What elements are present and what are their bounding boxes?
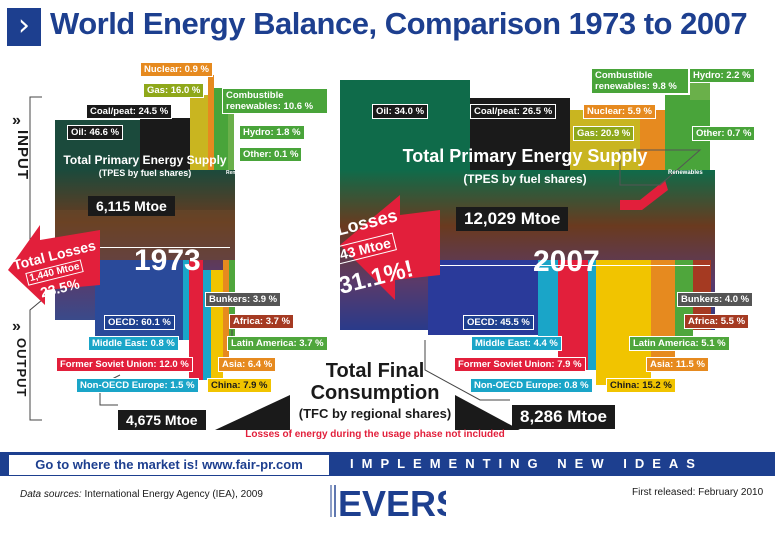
bunkers-label-1973: Bunkers: 3.9 %	[205, 292, 282, 307]
nuclear-label-1973: Nuclear: 0.9 %	[140, 62, 213, 77]
other-label-1973: Other: 0.1 %	[239, 147, 303, 162]
middle-east-label-2007: Middle East: 4.4 %	[471, 336, 562, 351]
combustible-label-2007: Combustible renewables: 9.8 %	[591, 68, 689, 94]
input-chevron-icon: »	[12, 112, 21, 129]
year-label-1973: 1973	[134, 244, 201, 277]
hydro-column-1973	[228, 108, 234, 190]
tfc-title-line2: Consumption	[310, 382, 440, 404]
tfc-total-2007: 8,286 Mtoe	[512, 405, 615, 429]
tfc-title-line1: Total Final	[325, 360, 425, 382]
africa-label-1973: Africa: 3.7 %	[229, 314, 295, 329]
nuclear-column-2007	[640, 110, 665, 180]
output-label: OUTPUT	[14, 338, 29, 398]
china-label-2007: China: 15.2 %	[606, 378, 676, 393]
energy-flow-diagram	[8, 70, 715, 430]
page-title: World Energy Balance, Comparison 1973 to…	[50, 6, 748, 41]
other-label-2007: Other: 0.7 %	[692, 126, 756, 141]
gas-column-2007	[570, 110, 640, 180]
title-arrow-icon: ›	[7, 8, 41, 46]
tpes-total-1973: 6,115 Mtoe	[88, 196, 175, 216]
losses-arrow-1973	[8, 225, 100, 305]
oil-column-2007	[340, 80, 470, 180]
hydro-label-2007: Hydro: 2.2 %	[689, 68, 755, 83]
tfc-wedge-left	[215, 395, 290, 430]
hydro-label-1973: Hydro: 1.8 %	[239, 125, 305, 140]
tpes-title-1973: Total Primary Energy Supply	[63, 153, 227, 167]
tfc-wedge-right	[455, 395, 520, 430]
footer-link[interactable]: Go to where the market is! www.fair-pr.c…	[8, 454, 330, 476]
africa-label-2007: Africa: 5.5 %	[684, 314, 750, 329]
china-label-1973: China: 7.9 %	[207, 378, 272, 393]
fsu-label-2007: Former Soviet Union: 7.9 %	[454, 357, 586, 372]
coal-label-1973: Coal/peat: 24.5 %	[86, 104, 173, 119]
latin-america-label-2007: Latin America: 5.1 %	[629, 336, 730, 351]
fsu-column-2007	[558, 260, 588, 370]
oil-label-1973: Oil: 46.6 %	[67, 125, 124, 140]
gas-label-2007: Gas: 20.9 %	[573, 126, 635, 141]
non-oecd-europe-column-2007	[588, 260, 596, 370]
first-released: First released: February 2010	[632, 487, 764, 498]
year-label-2007: 2007	[533, 245, 600, 278]
oecd-label-1973: OECD: 60.1 %	[104, 315, 175, 330]
china-column-2007	[596, 260, 651, 385]
renewables-arrow-2007	[620, 180, 668, 210]
nuclear-label-2007: Nuclear: 5.9 %	[583, 104, 656, 119]
evers-logo: EVERS	[330, 483, 446, 522]
renewables-mini-label-2007: Renewables	[668, 170, 703, 176]
footer-slogan: IMPLEMENTING NEW IDEAS	[350, 456, 703, 471]
middle-east-column-1973	[183, 260, 189, 340]
tfc-note: Losses of energy during the usage phase …	[245, 429, 505, 440]
output-bracket-1973	[29, 299, 43, 421]
tpes-title-2007: Total Primary Energy Supply	[402, 146, 648, 166]
bunkers-label-2007: Bunkers: 4.0 %	[677, 292, 754, 307]
asia-column-1973	[223, 260, 229, 360]
tpes-subtitle-1973: (TPES by fuel shares)	[98, 168, 192, 178]
gas-column-1973	[190, 95, 208, 190]
tpes-subtitle-2007: (TPES by fuel shares)	[463, 172, 587, 186]
fsu-label-1973: Former Soviet Union: 12.0 %	[56, 357, 193, 372]
asia-label-2007: Asia: 11.5 %	[646, 357, 709, 372]
gas-label-1973: Gas: 16.0 %	[143, 83, 205, 98]
tfc-subtitle: (TFC by regional shares)	[298, 406, 452, 421]
data-sources: Data sources: International Energy Agenc…	[20, 489, 263, 500]
data-sources-value: International Energy Agency (IEA), 2009	[84, 489, 263, 500]
middle-east-column-2007	[538, 260, 558, 350]
non-oecd-europe-label-1973: Non-OECD Europe: 1.5 %	[76, 378, 199, 393]
middle-east-label-1973: Middle East: 0.8 %	[88, 336, 179, 351]
coal-label-2007: Coal/peat: 26.5 %	[470, 104, 557, 119]
nuclear-column-1973	[208, 75, 214, 190]
fsu-column-1973	[189, 260, 203, 380]
tfc-total-1973: 4,675 Mtoe	[118, 410, 206, 430]
non-oecd-europe-column-1973	[203, 270, 211, 380]
combustible-label-1973: Combustible renewables: 10.6 %	[222, 88, 328, 114]
data-sources-label: Data sources:	[20, 489, 82, 500]
output-chevron-icon: »	[12, 318, 21, 335]
asia-label-1973: Asia: 6.4 %	[218, 357, 277, 372]
input-label: INPUT	[14, 130, 31, 180]
evers-logo-text: EVERS	[338, 483, 446, 522]
oecd-label-2007: OECD: 45.5 %	[463, 315, 534, 330]
oil-label-2007: Oil: 34.0 %	[372, 104, 429, 119]
renewables-mini-label-1973: Renewables	[226, 170, 255, 176]
latin-america-label-1973: Latin America: 3.7 %	[227, 336, 328, 351]
losses-arrow-2007	[340, 195, 440, 300]
non-oecd-europe-label-2007: Non-OECD Europe: 0.8 %	[470, 378, 593, 393]
tpes-total-2007: 12,029 Mtoe	[456, 207, 569, 231]
